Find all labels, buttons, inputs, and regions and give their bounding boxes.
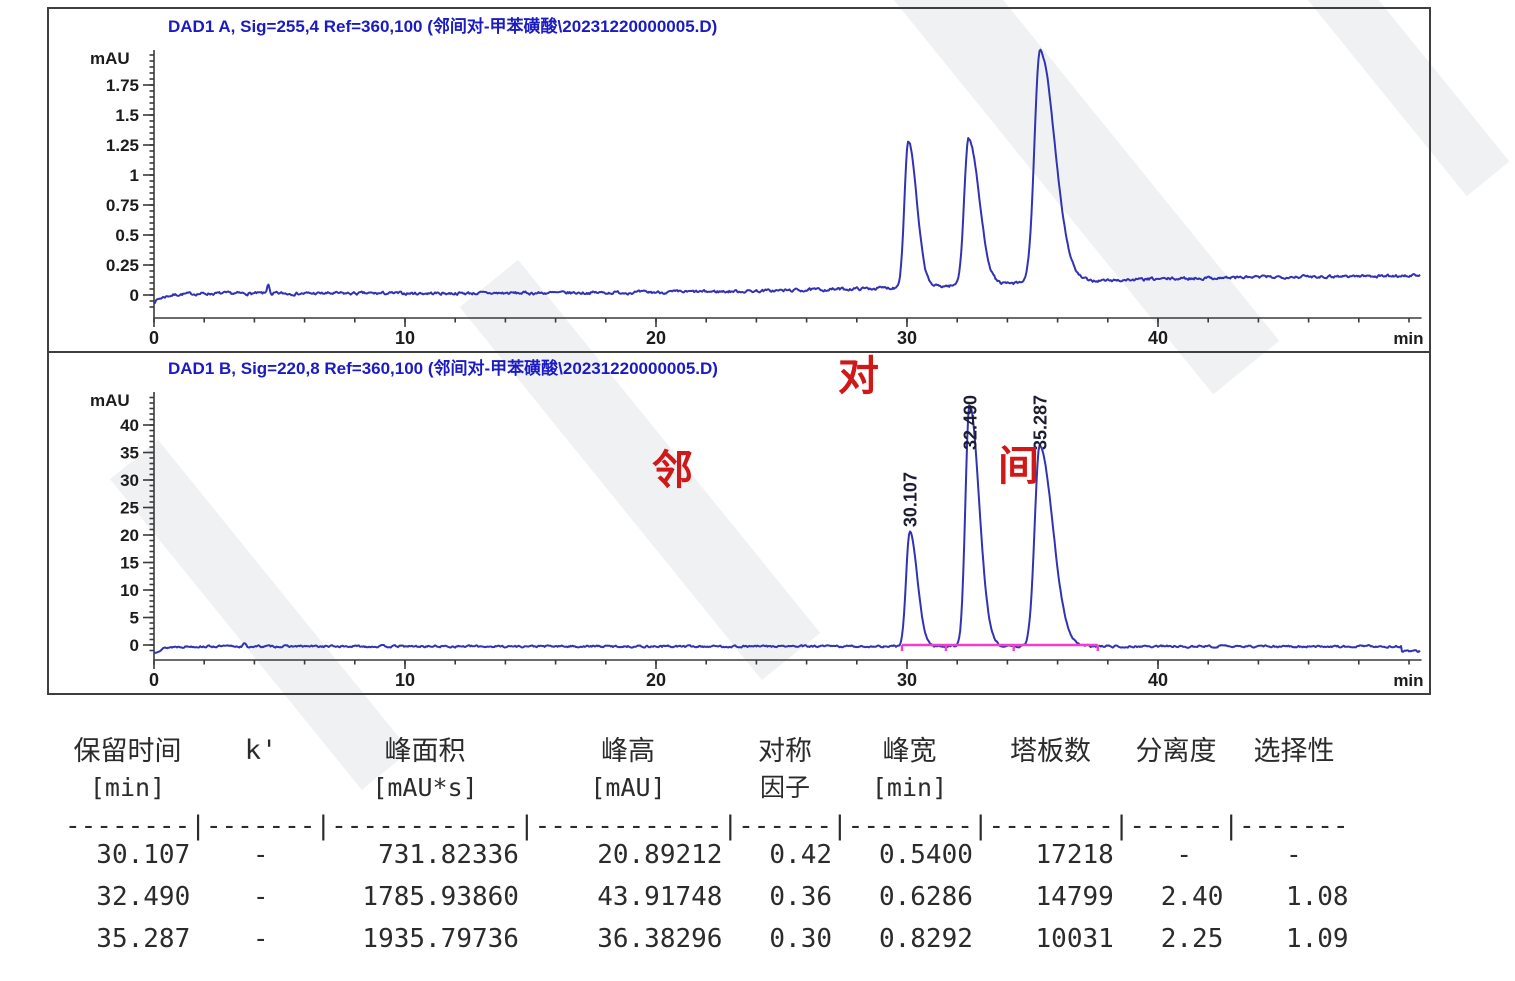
svg-text:30: 30 <box>897 328 917 348</box>
signal-b-title: DAD1 B, Sig=220,8 Ref=360,100 (邻间对-甲苯磺酸\… <box>168 359 718 378</box>
svg-text:1: 1 <box>130 166 139 185</box>
annotation-meta-isomer: 间 <box>998 443 1039 489</box>
svg-text:0: 0 <box>149 328 159 348</box>
svg-text:1.75: 1.75 <box>106 76 139 95</box>
peak-retention-label: 30.107 <box>901 472 921 527</box>
signal-b-trace <box>153 404 1421 655</box>
svg-text:20: 20 <box>120 526 139 545</box>
svg-text:40: 40 <box>1148 670 1168 690</box>
y-axis-unit-label: mAU <box>90 391 130 410</box>
svg-text:10: 10 <box>395 328 415 348</box>
col-header-peak-area: 峰面积 [mAU*s] <box>372 736 478 802</box>
svg-text:0.75: 0.75 <box>106 196 139 215</box>
table-row: 30.107 - 731.82336 20.89212 0.42 0.5400 … <box>65 840 1349 870</box>
col-header-k-prime: k' <box>244 735 278 766</box>
svg-text:40: 40 <box>1148 328 1168 348</box>
col-header-resolution: 分离度 <box>1135 736 1217 766</box>
signal-a-plot: 0 0.25 0.5 0.75 1 1.25 1.5 1.75 0 10 20 30 40 mAU min <box>47 7 1431 353</box>
svg-text:35: 35 <box>120 444 139 463</box>
x-axis-unit-label: min <box>1393 671 1423 690</box>
col-header-plate-count: 塔板数 <box>1010 736 1091 766</box>
axes <box>143 392 1422 669</box>
table-row: 35.287 - 1935.79736 36.38296 0.30 0.8292… <box>65 924 1349 954</box>
col-header-selectivity: 选择性 <box>1253 736 1335 766</box>
svg-text:5: 5 <box>130 609 139 628</box>
svg-text:25: 25 <box>120 499 139 518</box>
svg-text:0.25: 0.25 <box>106 256 139 275</box>
table-row: 32.490 - 1785.93860 43.91748 0.36 0.6286… <box>65 882 1349 912</box>
svg-text:15: 15 <box>120 554 139 573</box>
svg-text:30: 30 <box>120 471 139 490</box>
peak-retention-label: 32.490 <box>961 395 981 450</box>
svg-text:10: 10 <box>395 670 415 690</box>
signal-a-title: DAD1 A, Sig=255,4 Ref=360,100 (邻间对-甲苯磺酸\… <box>168 17 718 36</box>
table-rows: 30.107 - 731.82336 20.89212 0.42 0.5400 … <box>65 834 1349 960</box>
svg-text:0.5: 0.5 <box>115 226 139 245</box>
svg-text:10: 10 <box>120 581 139 600</box>
annotation-ortho-isomer: 邻 <box>652 447 693 493</box>
signal-b-plot: 0 5 10 15 20 25 30 35 40 0 10 20 30 40 mAU min 30.107 32.… <box>47 351 1431 695</box>
svg-text:1.25: 1.25 <box>106 136 139 155</box>
signal-a-trace <box>153 48 1421 305</box>
watermark <box>110 0 1510 790</box>
svg-text:20: 20 <box>646 670 666 690</box>
col-header-peak-width: 峰宽 [min] <box>871 736 948 802</box>
x-axis-unit-label: min <box>1393 329 1423 348</box>
svg-text:0: 0 <box>130 286 139 305</box>
svg-text:0: 0 <box>149 670 159 690</box>
svg-text:20: 20 <box>646 328 666 348</box>
axes <box>143 50 1422 327</box>
svg-text:30: 30 <box>897 670 917 690</box>
col-header-retention-time: 保留时间 [min] <box>73 736 182 802</box>
col-header-peak-height: 峰高 [mAU] <box>590 736 666 802</box>
svg-text:1.5: 1.5 <box>115 106 139 125</box>
svg-text:40: 40 <box>120 416 139 435</box>
y-axis-unit-label: mAU <box>90 49 130 68</box>
integration-baseline <box>900 643 1099 651</box>
annotation-para-isomer: 对 <box>838 353 879 399</box>
peak-retention-label: 35.287 <box>1031 395 1051 450</box>
svg-text:0: 0 <box>130 636 139 655</box>
table-separator-line: --------|-------|------------|----------… <box>65 811 1349 841</box>
signal-b-frame <box>47 351 1431 695</box>
col-header-symmetry-factor: 对称 因子 <box>758 736 812 802</box>
